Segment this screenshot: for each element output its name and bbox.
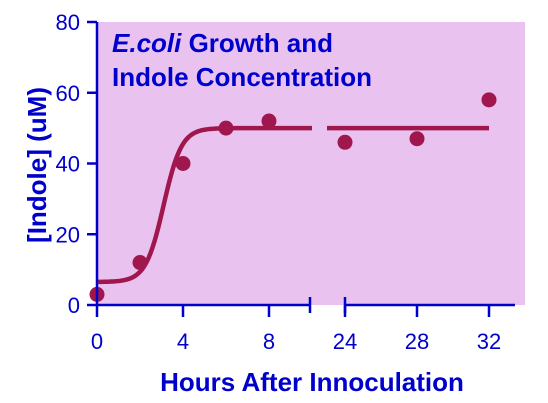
y-tick-labels: 0 20 40 60 80 xyxy=(56,10,80,318)
y-tick-label-80: 80 xyxy=(56,10,80,35)
data-point-6 xyxy=(337,134,353,150)
x-tick-label-8: 8 xyxy=(263,329,275,354)
chart-title-line-1: E.coli Growth and xyxy=(112,28,333,58)
fit-curve xyxy=(96,125,489,285)
data-point-5 xyxy=(261,113,277,129)
x-tick-labels: 0 4 8 24 28 32 xyxy=(91,329,501,354)
x-tick-label-0: 0 xyxy=(91,329,103,354)
chart-title-rest: Growth and xyxy=(181,28,333,58)
plot-area xyxy=(97,22,525,305)
y-tick-label-40: 40 xyxy=(56,152,80,177)
y-tick-label-0: 0 xyxy=(68,293,80,318)
x-axis-title: Hours After Innoculation xyxy=(160,367,464,397)
chart-title-line-2: Indole Concentration xyxy=(112,62,372,92)
y-tick-label-20: 20 xyxy=(56,222,80,247)
data-point-2 xyxy=(132,255,148,271)
y-tick-label-60: 60 xyxy=(56,81,80,106)
data-point-3 xyxy=(175,156,191,171)
x-tick-label-32: 32 xyxy=(477,329,501,354)
x-tick-label-28: 28 xyxy=(405,329,429,354)
data-point-4 xyxy=(218,120,234,136)
chart-title-italic: E.coli xyxy=(112,28,182,58)
axes xyxy=(87,20,515,317)
fit-curve-segment-1 xyxy=(96,125,312,285)
data-point-7 xyxy=(409,131,425,147)
y-axis-title: [Indole] (uM) xyxy=(22,87,52,243)
data-point-8 xyxy=(481,92,497,108)
x-tick-label-24: 24 xyxy=(333,329,357,354)
x-tick-label-4: 4 xyxy=(177,329,189,354)
